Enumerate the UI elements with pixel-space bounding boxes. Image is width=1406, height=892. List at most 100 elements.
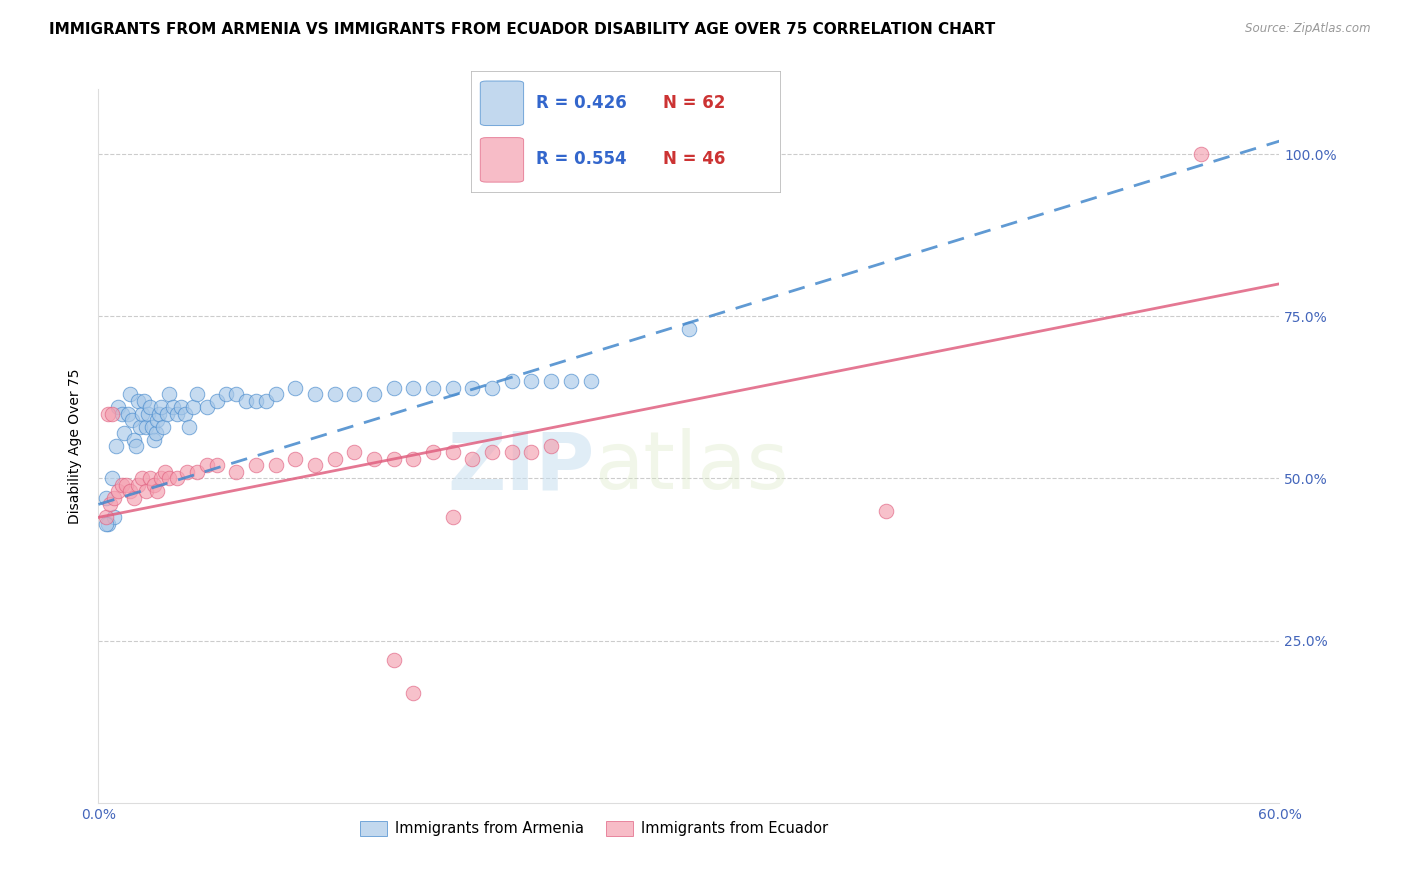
Point bbox=[127, 478, 149, 492]
Point bbox=[141, 419, 163, 434]
Point bbox=[560, 374, 582, 388]
Text: Source: ZipAtlas.com: Source: ZipAtlas.com bbox=[1246, 22, 1371, 36]
Point bbox=[186, 465, 208, 479]
Point bbox=[101, 471, 124, 485]
Point bbox=[96, 516, 118, 531]
Point bbox=[205, 393, 228, 408]
Text: ZIP: ZIP bbox=[447, 428, 595, 507]
Point bbox=[520, 445, 543, 459]
Point bbox=[146, 413, 169, 427]
Point bbox=[122, 433, 145, 447]
Point bbox=[245, 458, 267, 473]
Point bbox=[284, 381, 307, 395]
Point bbox=[155, 465, 177, 479]
Point bbox=[382, 381, 405, 395]
Point bbox=[441, 510, 464, 524]
Point bbox=[111, 407, 134, 421]
Point bbox=[127, 393, 149, 408]
Point bbox=[156, 407, 179, 421]
Point bbox=[382, 653, 405, 667]
Point bbox=[323, 452, 346, 467]
Point bbox=[225, 387, 247, 401]
Text: R = 0.426: R = 0.426 bbox=[536, 95, 627, 112]
Point bbox=[402, 452, 425, 467]
Point bbox=[142, 433, 165, 447]
Point bbox=[101, 407, 124, 421]
Point bbox=[103, 491, 125, 505]
Point bbox=[145, 425, 167, 440]
Point bbox=[441, 381, 464, 395]
Point bbox=[97, 407, 120, 421]
Point bbox=[157, 471, 180, 485]
Point bbox=[304, 387, 326, 401]
Point bbox=[343, 445, 366, 459]
FancyBboxPatch shape bbox=[481, 81, 523, 126]
Point bbox=[441, 445, 464, 459]
Point bbox=[150, 400, 173, 414]
Point bbox=[150, 471, 173, 485]
Point bbox=[382, 452, 405, 467]
Point bbox=[136, 407, 159, 421]
Point bbox=[254, 393, 277, 408]
Point bbox=[363, 452, 385, 467]
Point bbox=[177, 419, 200, 434]
Point bbox=[111, 478, 134, 492]
Point bbox=[166, 471, 188, 485]
Point bbox=[461, 381, 484, 395]
FancyBboxPatch shape bbox=[481, 137, 523, 182]
Y-axis label: Disability Age Over 75: Disability Age Over 75 bbox=[69, 368, 83, 524]
Point bbox=[166, 407, 188, 421]
Point bbox=[121, 413, 143, 427]
Point bbox=[115, 478, 138, 492]
Point bbox=[107, 400, 129, 414]
Text: R = 0.554: R = 0.554 bbox=[536, 150, 627, 168]
Point bbox=[481, 381, 503, 395]
Point bbox=[461, 452, 484, 467]
Point bbox=[402, 381, 425, 395]
Point bbox=[97, 516, 120, 531]
Point bbox=[402, 685, 425, 699]
Point bbox=[118, 484, 141, 499]
Text: IMMIGRANTS FROM ARMENIA VS IMMIGRANTS FROM ECUADOR DISABILITY AGE OVER 75 CORREL: IMMIGRANTS FROM ARMENIA VS IMMIGRANTS FR… bbox=[49, 22, 995, 37]
Point bbox=[264, 387, 287, 401]
Point bbox=[125, 439, 148, 453]
Point bbox=[132, 393, 155, 408]
Point bbox=[135, 484, 157, 499]
Point bbox=[540, 439, 562, 453]
Text: N = 46: N = 46 bbox=[662, 150, 725, 168]
Point bbox=[422, 445, 444, 459]
Point bbox=[96, 510, 118, 524]
Point bbox=[107, 484, 129, 499]
Point bbox=[142, 478, 165, 492]
Legend: Immigrants from Armenia, Immigrants from Ecuador: Immigrants from Armenia, Immigrants from… bbox=[354, 814, 834, 842]
Point bbox=[501, 445, 523, 459]
Point bbox=[135, 419, 157, 434]
Point bbox=[215, 387, 238, 401]
Point bbox=[678, 322, 700, 336]
Point bbox=[157, 387, 180, 401]
Point bbox=[225, 465, 247, 479]
Text: atlas: atlas bbox=[595, 428, 789, 507]
Point bbox=[174, 407, 197, 421]
Point bbox=[176, 465, 198, 479]
Point bbox=[96, 491, 118, 505]
Point bbox=[186, 387, 208, 401]
Point bbox=[103, 510, 125, 524]
Point bbox=[520, 374, 543, 388]
Point bbox=[98, 497, 121, 511]
Point bbox=[875, 504, 897, 518]
Point bbox=[118, 387, 141, 401]
Point bbox=[363, 387, 385, 401]
Point bbox=[105, 439, 128, 453]
Point bbox=[205, 458, 228, 473]
Point bbox=[245, 393, 267, 408]
Point bbox=[284, 452, 307, 467]
Point bbox=[152, 419, 174, 434]
Point bbox=[540, 374, 562, 388]
Point bbox=[181, 400, 204, 414]
Point bbox=[162, 400, 184, 414]
Point bbox=[323, 387, 346, 401]
Point bbox=[170, 400, 193, 414]
Point bbox=[343, 387, 366, 401]
Point bbox=[579, 374, 602, 388]
